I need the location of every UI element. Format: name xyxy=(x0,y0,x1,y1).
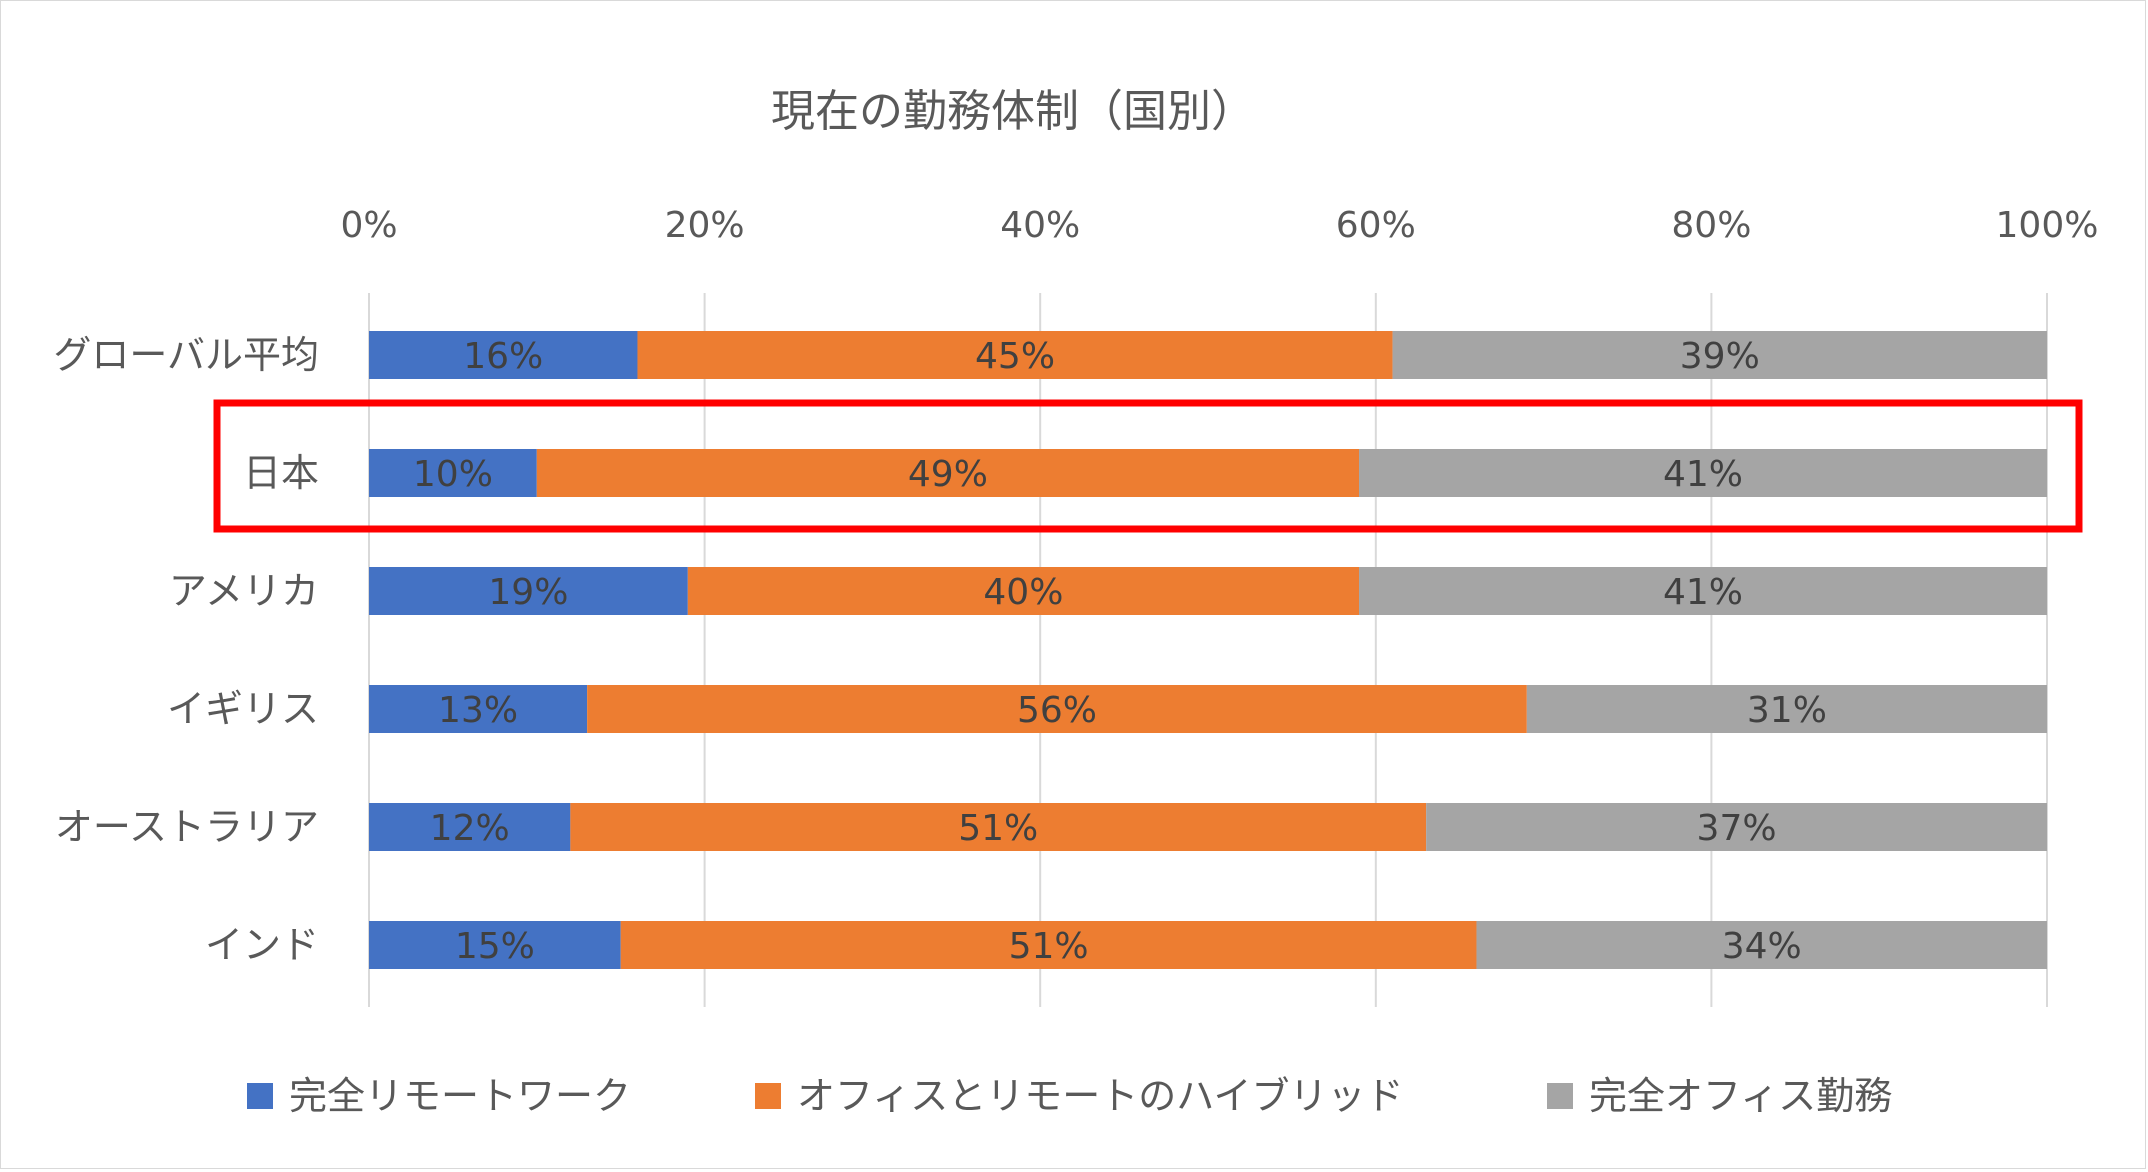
data-label: 12% xyxy=(430,808,510,849)
legend-swatch xyxy=(755,1083,781,1109)
bar-segment xyxy=(369,331,638,379)
legend-label: 完全リモートワーク xyxy=(289,1074,631,1118)
gridlines xyxy=(368,293,2048,1007)
bar-segment xyxy=(587,685,1527,733)
bar-segment xyxy=(1426,803,2047,851)
data-label: 10% xyxy=(413,454,493,495)
bar-segment xyxy=(1359,567,2047,615)
x-tick-label: 60% xyxy=(1336,205,1416,246)
x-tick-label: 100% xyxy=(1996,205,2099,246)
bar-segment xyxy=(687,567,1360,615)
data-label: 34% xyxy=(1722,926,1802,967)
category-label: グローバル平均 xyxy=(53,333,319,377)
data-label: 13% xyxy=(438,690,518,731)
data-label: 15% xyxy=(455,926,535,967)
bar-segment xyxy=(620,921,1477,969)
highlight-box xyxy=(213,399,2083,533)
category-label: 日本 xyxy=(243,451,319,495)
legend: 完全リモートワーク オフィスとリモートのハイブリッド 完全オフィス勤務 xyxy=(247,1074,1892,1118)
category-label: イギリス xyxy=(167,687,319,731)
x-tick-label: 80% xyxy=(1671,205,1751,246)
data-labels: 16% 45% 39% 10% 49% 41% 19% 40% 41% 13% 56% 31% 12% 5… xyxy=(413,336,1827,967)
legend-swatch xyxy=(247,1083,273,1109)
data-label: 37% xyxy=(1697,808,1777,849)
legend-swatch xyxy=(1547,1083,1573,1109)
data-label: 16% xyxy=(463,336,543,377)
bar-segment xyxy=(536,449,1360,497)
bar-segment xyxy=(637,331,1393,379)
bar-segment xyxy=(1359,449,2047,497)
bar-segment xyxy=(369,449,537,497)
category-label: アメリカ xyxy=(169,569,319,613)
data-label: 40% xyxy=(983,572,1063,613)
chart-title: 現在の勤務体制（国別） xyxy=(771,86,1255,137)
bar-segment xyxy=(570,803,1427,851)
data-label: 49% xyxy=(908,454,988,495)
data-label: 51% xyxy=(1009,926,1089,967)
bars xyxy=(369,331,2047,969)
data-label: 41% xyxy=(1663,572,1743,613)
x-tick-label: 20% xyxy=(665,205,745,246)
highlight-rectangle xyxy=(213,399,2083,533)
bar-segment xyxy=(369,921,621,969)
bar-segment xyxy=(1526,685,2047,733)
category-label: インド xyxy=(205,923,319,967)
category-label: オーストラリア xyxy=(55,805,319,849)
bar-segment xyxy=(369,685,588,733)
x-tick-label: 40% xyxy=(1000,205,1080,246)
legend-label: オフィスとリモートのハイブリッド xyxy=(797,1074,1403,1118)
x-tick-label: 0% xyxy=(340,205,397,246)
bar-segment xyxy=(1476,921,2047,969)
bar-segment xyxy=(369,567,688,615)
bar-segment xyxy=(369,803,571,851)
data-label: 31% xyxy=(1747,690,1827,731)
data-label: 19% xyxy=(488,572,568,613)
data-label: 41% xyxy=(1663,454,1743,495)
x-axis-ticks: 0% 20% 40% 60% 80% 100% xyxy=(340,205,2098,246)
legend-label: 完全オフィス勤務 xyxy=(1589,1074,1892,1118)
bar-segment xyxy=(1392,331,2047,379)
data-label: 51% xyxy=(958,808,1038,849)
data-label: 56% xyxy=(1017,690,1097,731)
data-label: 45% xyxy=(975,336,1055,377)
data-label: 39% xyxy=(1680,336,1760,377)
